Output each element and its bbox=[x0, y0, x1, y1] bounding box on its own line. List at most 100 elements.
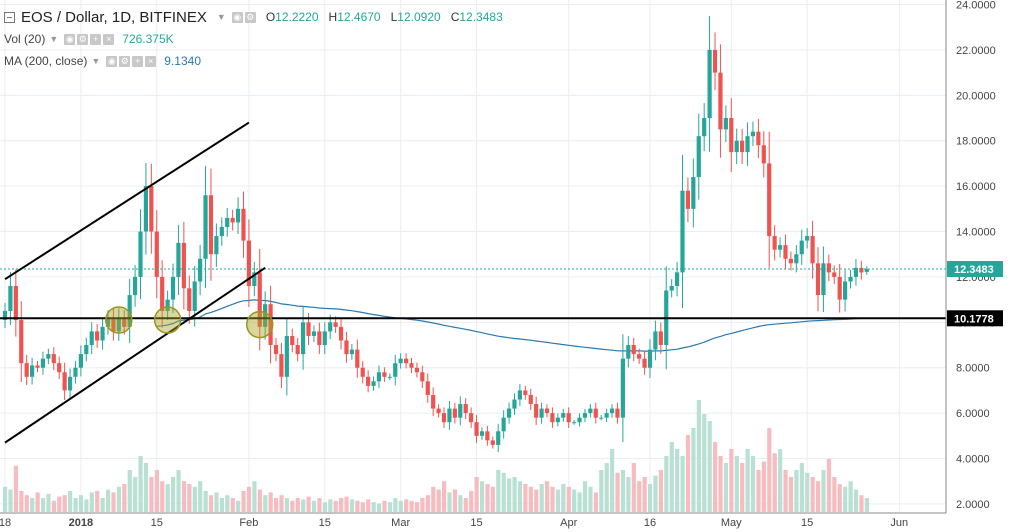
volume-bar bbox=[545, 481, 550, 512]
chevron-down-icon[interactable]: ▼ bbox=[216, 12, 226, 22]
volume-bar bbox=[187, 484, 192, 512]
candle-body bbox=[138, 231, 143, 277]
volume-bar bbox=[116, 486, 122, 512]
volume-bar bbox=[409, 500, 414, 512]
candle-body bbox=[225, 217, 230, 227]
price-label-box bbox=[947, 261, 1003, 278]
volume-bar bbox=[626, 477, 631, 512]
volume-bar bbox=[111, 492, 116, 512]
volume-bar bbox=[675, 449, 680, 512]
volume-bar bbox=[696, 400, 701, 512]
candle-body bbox=[366, 376, 371, 386]
x-tick-label: Feb bbox=[239, 517, 258, 529]
candle-body bbox=[105, 317, 111, 327]
candle-body bbox=[62, 372, 67, 391]
candle-body bbox=[13, 286, 18, 321]
close-icon[interactable]: × bbox=[103, 33, 115, 45]
candle-body bbox=[685, 190, 691, 209]
candle-body bbox=[328, 322, 333, 332]
high-value: 12.4670 bbox=[337, 10, 381, 24]
volume-bar bbox=[723, 463, 729, 512]
chevron-down-icon[interactable]: ▼ bbox=[91, 56, 101, 66]
volume-bar bbox=[669, 442, 674, 512]
candle-body bbox=[479, 431, 485, 436]
y-tick-label: 14.0000 bbox=[956, 227, 996, 239]
volume-bar bbox=[138, 456, 143, 512]
volume-bar bbox=[279, 495, 284, 512]
eye-icon[interactable]: ◉ bbox=[64, 33, 76, 45]
gear-icon[interactable]: ⚙ bbox=[77, 33, 89, 45]
volume-bar bbox=[398, 500, 403, 512]
symbol-toolbar[interactable]: ◉ ⚙ bbox=[231, 11, 256, 23]
volume-bar bbox=[832, 477, 837, 512]
close-value: 12.3483 bbox=[459, 10, 503, 24]
y-tick-label: 8.0000 bbox=[956, 363, 990, 375]
candle-body bbox=[534, 404, 539, 418]
candle-body bbox=[301, 322, 306, 355]
volume-bar bbox=[84, 499, 89, 512]
ma-toolbar[interactable]: ◉ ⚙ + × bbox=[106, 55, 157, 67]
candle-body bbox=[832, 272, 837, 277]
candle-body bbox=[8, 286, 13, 311]
plus-icon[interactable]: + bbox=[132, 55, 144, 67]
volume-bar bbox=[620, 470, 626, 512]
candle-body bbox=[57, 363, 62, 373]
volume-indicator-value: 726.375K bbox=[122, 32, 174, 46]
highlight-circle bbox=[153, 306, 182, 334]
candlesticks bbox=[2, 16, 869, 453]
ma-indicator-row: MA (200, close) ▼ ◉ ⚙ + × 9.1340 bbox=[4, 50, 511, 72]
candle-body bbox=[122, 317, 127, 327]
volume-bar bbox=[642, 477, 647, 512]
trend-line bbox=[4, 121, 250, 281]
volume-bar bbox=[517, 481, 523, 512]
candle-body bbox=[208, 195, 214, 255]
candle-body bbox=[761, 145, 766, 164]
gear-icon[interactable]: ⚙ bbox=[119, 55, 131, 67]
candle-body bbox=[263, 304, 268, 327]
candle-body bbox=[78, 354, 83, 368]
volume-bar bbox=[783, 470, 788, 512]
candle-body bbox=[409, 363, 414, 368]
volume-bar bbox=[436, 489, 441, 512]
volume-bar bbox=[154, 470, 159, 512]
volume-bar bbox=[328, 499, 333, 512]
volume-bar bbox=[295, 498, 300, 512]
volume-bar bbox=[490, 486, 495, 512]
volume-bar bbox=[469, 491, 474, 512]
volume-bar bbox=[501, 472, 506, 512]
volume-bar bbox=[572, 489, 577, 512]
candle-body bbox=[51, 354, 56, 364]
candle-body bbox=[214, 236, 219, 255]
close-icon[interactable]: × bbox=[145, 55, 157, 67]
volume-bar bbox=[246, 486, 252, 512]
plus-icon[interactable]: + bbox=[90, 33, 102, 45]
candle-body bbox=[609, 408, 615, 414]
collapse-icon[interactable] bbox=[4, 11, 15, 23]
candle-body bbox=[756, 131, 761, 146]
volume-bar bbox=[46, 493, 51, 512]
eye-icon[interactable]: ◉ bbox=[231, 11, 243, 23]
volume-bar bbox=[555, 489, 561, 512]
candle-body bbox=[187, 288, 192, 311]
volume-bar bbox=[691, 428, 696, 512]
gear-icon[interactable]: ⚙ bbox=[244, 11, 256, 23]
volume-bar bbox=[214, 492, 219, 512]
eye-icon[interactable]: ◉ bbox=[106, 55, 118, 67]
candle-body bbox=[311, 331, 317, 336]
volume-bar bbox=[550, 486, 555, 512]
candle-body bbox=[393, 363, 398, 377]
volume-bar bbox=[62, 495, 67, 512]
volume-bar bbox=[393, 498, 398, 512]
volume-toolbar[interactable]: ◉ ⚙ + × bbox=[64, 33, 115, 45]
candle-body bbox=[837, 276, 842, 300]
candle-body bbox=[523, 390, 528, 395]
chevron-down-icon[interactable]: ▼ bbox=[49, 34, 59, 44]
volume-bar bbox=[263, 495, 268, 512]
candle-body bbox=[734, 140, 739, 153]
candle-body bbox=[447, 408, 452, 423]
y-tick-label: 4.0000 bbox=[956, 454, 990, 466]
candle-body bbox=[794, 254, 799, 264]
candle-body bbox=[127, 295, 132, 327]
volume-bar bbox=[68, 491, 73, 512]
